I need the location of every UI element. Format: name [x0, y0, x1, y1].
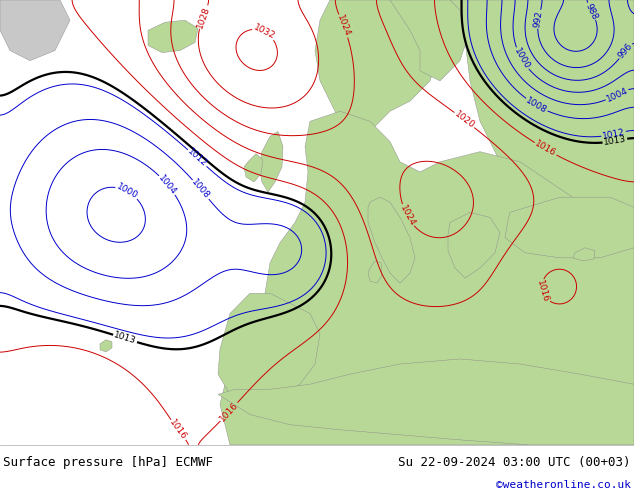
Text: 1000: 1000	[512, 47, 531, 71]
Text: 1013: 1013	[603, 135, 627, 147]
Text: ©weatheronline.co.uk: ©weatheronline.co.uk	[496, 480, 631, 490]
Polygon shape	[505, 197, 634, 258]
Text: 988: 988	[584, 1, 599, 21]
Polygon shape	[218, 359, 634, 445]
Text: 1024: 1024	[335, 14, 352, 38]
Text: 1008: 1008	[190, 178, 212, 201]
Polygon shape	[220, 111, 634, 445]
Text: 1020: 1020	[453, 109, 476, 130]
Polygon shape	[100, 340, 112, 352]
Polygon shape	[259, 131, 283, 192]
Text: 992: 992	[533, 10, 545, 28]
Text: 1012: 1012	[186, 147, 209, 169]
Polygon shape	[218, 293, 320, 404]
Text: Surface pressure [hPa] ECMWF: Surface pressure [hPa] ECMWF	[3, 456, 213, 468]
Text: 1024: 1024	[398, 203, 417, 228]
Text: 1032: 1032	[252, 23, 276, 41]
Polygon shape	[390, 0, 470, 81]
Polygon shape	[315, 0, 440, 152]
Text: 1016: 1016	[535, 279, 550, 304]
Polygon shape	[244, 154, 263, 182]
Polygon shape	[368, 197, 415, 283]
Text: 1008: 1008	[524, 96, 548, 115]
Polygon shape	[148, 20, 198, 52]
Text: 1012: 1012	[602, 127, 626, 141]
Text: Su 22-09-2024 03:00 UTC (00+03): Su 22-09-2024 03:00 UTC (00+03)	[398, 456, 631, 468]
Text: 1028: 1028	[195, 5, 212, 29]
Text: 1016: 1016	[218, 400, 240, 423]
Text: 1004: 1004	[605, 86, 630, 103]
Text: 1016: 1016	[168, 418, 188, 442]
Polygon shape	[448, 212, 500, 278]
Text: 1000: 1000	[115, 182, 139, 201]
Polygon shape	[0, 0, 70, 61]
Text: 1004: 1004	[157, 173, 178, 196]
Polygon shape	[450, 0, 634, 253]
Text: 996: 996	[616, 42, 634, 61]
Polygon shape	[368, 261, 382, 283]
Text: 1016: 1016	[533, 139, 558, 159]
Text: 1013: 1013	[113, 331, 138, 346]
Polygon shape	[573, 248, 595, 261]
